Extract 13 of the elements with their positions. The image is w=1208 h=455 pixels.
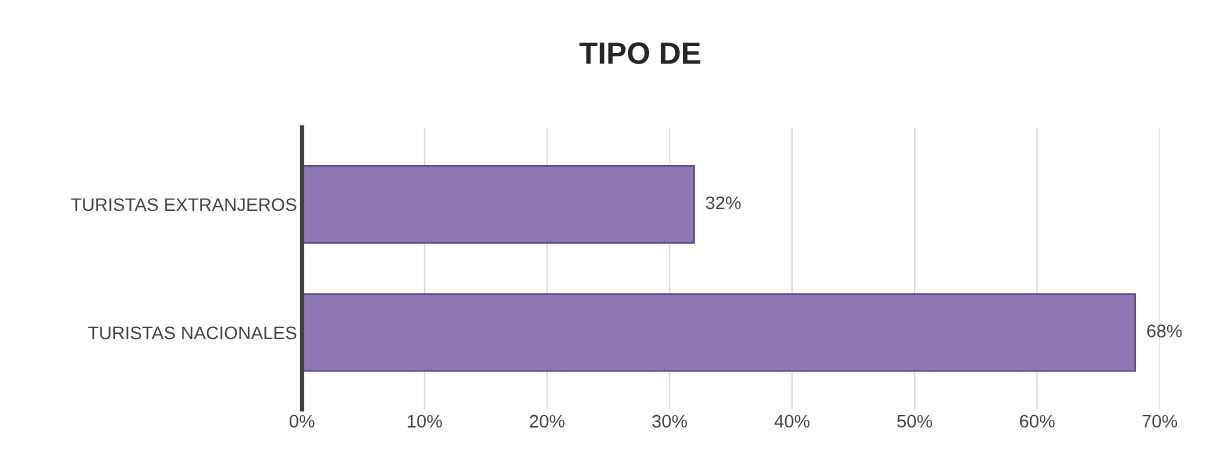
x-tick-label: 30% bbox=[652, 414, 687, 428]
x-tick-label: 50% bbox=[897, 414, 933, 428]
chart-title: TIPO DE bbox=[579, 42, 701, 64]
x-tick-label: 60% bbox=[1020, 414, 1055, 428]
data-label: 68% bbox=[1147, 324, 1182, 338]
y-tick-label: TURISTAS NACIONALES bbox=[88, 326, 297, 340]
x-tick-label: 10% bbox=[407, 414, 442, 428]
x-tick-label: 0% bbox=[289, 414, 315, 428]
y-tick-label: TURISTAS EXTRANJEROS bbox=[71, 198, 297, 212]
x-tick-label: 20% bbox=[529, 414, 565, 428]
x-tick-label: 70% bbox=[1142, 414, 1178, 428]
x-tick-label: 40% bbox=[774, 414, 810, 428]
data-label: 32% bbox=[705, 196, 741, 210]
